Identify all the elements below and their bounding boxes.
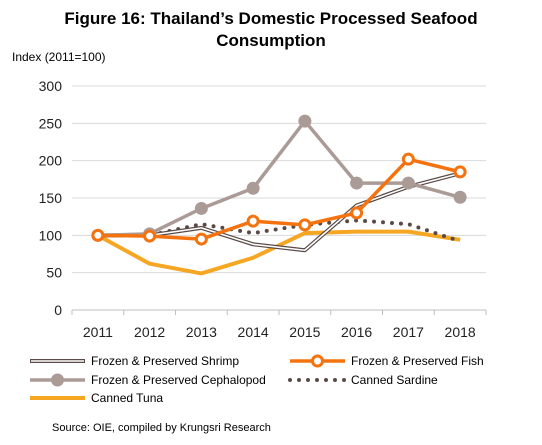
data-point-frozen-preserved-fish-2012 (143, 229, 157, 243)
y-axis-label: Index (2011=100) (12, 50, 106, 64)
data-point-frozen-preserved-cephalopod-2014 (246, 181, 260, 195)
legend-label-canned-tuna: Canned Tuna (91, 391, 163, 405)
y-tick-label-300: 300 (39, 78, 63, 94)
data-point-frozen-preserved-cephalopod-2018 (453, 190, 467, 204)
series-line-frozen-preserved-cephalopod (97, 119, 461, 238)
series-line-frozen-preserved-fish (97, 157, 461, 241)
data-point-frozen-preserved-fish-2017 (401, 152, 415, 166)
y-tick-label-150: 150 (39, 190, 63, 206)
series-layer (91, 114, 467, 276)
x-tick-label-2017: 2017 (393, 324, 424, 340)
legend-label-frozen-preserved-fish: Frozen & Preserved Fish (351, 354, 484, 368)
x-tick-label-2013: 2013 (186, 324, 217, 340)
chart-title: Figure 16: Thailand’s Domestic Processed… (0, 8, 542, 52)
data-point-frozen-preserved-fish-2011 (91, 228, 105, 242)
legend-label-frozen-preserved-shrimp: Frozen & Preserved Shrimp (91, 354, 239, 368)
x-tick-label-2015: 2015 (289, 324, 320, 340)
chart-title-line-2: Consumption (216, 31, 326, 50)
x-tick-label-2018: 2018 (445, 324, 476, 340)
series-line-inner-frozen-preserved-shrimp (97, 172, 461, 252)
data-point-frozen-preserved-cephalopod-2016 (350, 176, 364, 190)
data-point-frozen-preserved-fish-2014 (246, 214, 260, 228)
data-point-frozen-preserved-cephalopod-2013 (194, 201, 208, 215)
series-line-canned-sardine (95, 218, 463, 244)
legend-marker-frozen-preserved-cephalopod (51, 373, 64, 387)
grid-layer (72, 85, 486, 311)
data-point-frozen-preserved-fish-2013 (194, 232, 208, 246)
y-tick-label-0: 0 (54, 302, 62, 318)
legend: Frozen & Preserved Shrimp Frozen & Preser… (30, 354, 484, 405)
line-chart: 0 50 100 150 200 250 300 2011 2012 2013 2014 2015 20… (30, 78, 487, 405)
x-tick-label-2016: 2016 (341, 324, 372, 340)
legend-label-canned-sardine: Canned Sardine (351, 373, 438, 387)
source-note: Source: OIE, compiled by Krungsri Resear… (52, 422, 271, 434)
data-point-frozen-preserved-cephalopod-2017 (401, 176, 415, 190)
data-point-frozen-preserved-cephalopod-2015 (298, 114, 312, 128)
legend-label-frozen-preserved-cephalopod: Frozen & Preserved Cephalopod (91, 373, 266, 387)
data-point-frozen-preserved-fish-2018 (453, 165, 467, 179)
x-tick-label-2011: 2011 (83, 324, 113, 340)
y-tick-label-50: 50 (46, 265, 62, 281)
x-tick-label-2012: 2012 (134, 324, 165, 340)
legend-marker-frozen-preserved-fish (311, 354, 324, 368)
axis-layer: 0 50 100 150 200 250 300 2011 2012 2013 2014 2015 20… (39, 78, 487, 340)
data-point-frozen-preserved-fish-2016 (350, 206, 364, 220)
y-tick-label-100: 100 (39, 227, 63, 243)
y-tick-label-200: 200 (39, 153, 63, 169)
data-point-frozen-preserved-fish-2015 (298, 218, 312, 232)
y-tick-label-250: 250 (39, 115, 63, 131)
chart-title-line-1: Figure 16: Thailand’s Domestic Processed… (64, 9, 478, 28)
x-tick-label-2014: 2014 (238, 324, 269, 340)
